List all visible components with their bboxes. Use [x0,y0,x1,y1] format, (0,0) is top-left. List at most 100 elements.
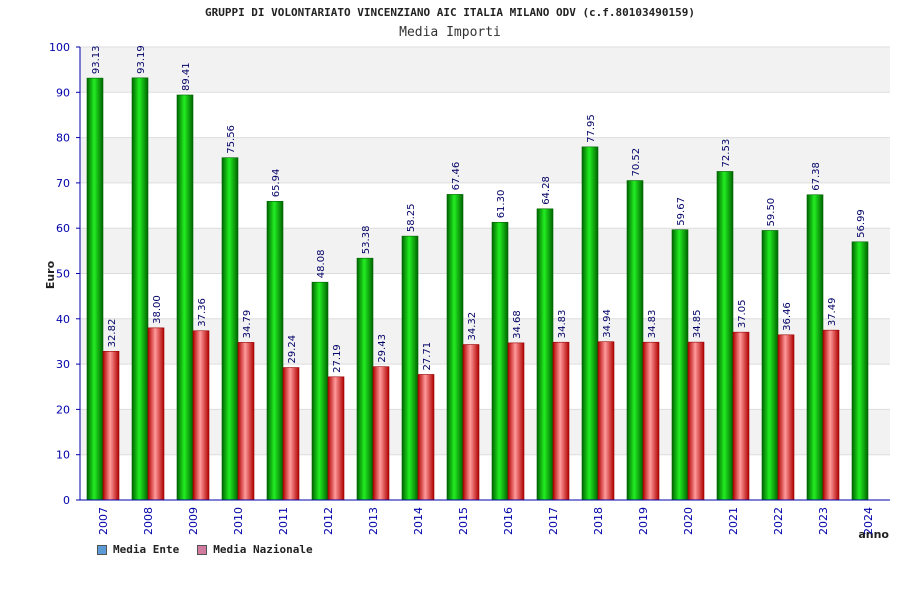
data-label-media-nazionale: 32.82 [107,319,118,348]
x-tick-label: 2013 [367,507,380,535]
y-tick-label: 70 [56,177,70,190]
data-label-media-nazionale: 34.85 [692,309,703,338]
bar-media-nazionale[interactable] [507,342,525,501]
bar-media-nazionale[interactable] [192,330,210,501]
bar-media-ente[interactable] [176,94,194,501]
data-label-media-ente: 93.19 [136,45,147,74]
data-label-media-nazionale: 27.71 [422,342,433,371]
bar-media-ente[interactable] [356,257,374,501]
bar-media-ente[interactable] [671,229,689,501]
bar-media-ente[interactable] [266,200,284,501]
x-tick-label: 2009 [187,507,200,535]
x-tick-label: 2020 [682,507,695,535]
x-tick-label: 2014 [412,507,425,535]
bar-media-ente[interactable] [446,194,464,501]
bar-media-ente[interactable] [491,222,509,501]
bar-media-nazionale[interactable] [282,367,300,501]
bar-media-ente[interactable] [401,235,419,501]
bar-media-ente[interactable] [131,77,149,501]
bar-media-nazionale[interactable] [822,329,840,501]
bar-media-nazionale[interactable] [642,341,660,501]
bar-media-nazionale[interactable] [327,376,345,501]
bar-media-ente[interactable] [851,241,869,501]
bar-media-nazionale[interactable] [372,366,390,501]
data-label-media-ente: 59.67 [676,197,687,226]
legend-label-media-ente: Media Ente [113,543,180,556]
data-label-media-ente: 70.52 [631,148,642,177]
grid-band [80,228,890,274]
x-tick-label: 2007 [97,507,110,535]
bar-media-nazionale[interactable] [417,374,435,501]
grid-band [80,92,890,138]
data-label-media-nazionale: 37.49 [827,298,838,327]
bar-media-ente[interactable] [581,146,599,501]
data-label-media-ente: 53.38 [361,226,372,255]
grid-band [80,409,890,455]
data-label-media-ente: 89.41 [181,62,192,91]
bar-media-nazionale[interactable] [102,351,120,501]
data-label-media-nazionale: 37.36 [197,298,208,327]
bar-media-nazionale[interactable] [552,341,570,501]
bar-media-ente[interactable] [761,230,779,501]
bar-media-ente[interactable] [716,171,734,501]
y-tick-label: 0 [63,494,70,507]
bar-media-nazionale[interactable] [777,334,795,501]
bar-media-ente[interactable] [311,281,329,501]
legend-item-media-nazionale[interactable]: Media Nazionale [197,543,313,556]
data-label-media-nazionale: 29.43 [377,334,388,363]
data-label-media-nazionale: 34.32 [467,312,478,341]
bar-media-nazionale[interactable] [687,341,705,501]
x-tick-label: 2017 [547,507,560,535]
x-tick-label: 2022 [772,507,785,535]
y-tick-label: 100 [49,41,70,54]
x-tick-label: 2019 [637,507,650,535]
bar-media-ente[interactable] [806,194,824,501]
data-label-media-nazionale: 34.83 [557,310,568,339]
grid-band [80,47,890,93]
data-label-media-nazionale: 34.79 [242,310,253,339]
data-label-media-nazionale: 27.19 [332,344,343,373]
data-label-media-nazionale: 34.68 [512,310,523,339]
x-tick-label: 2018 [592,507,605,535]
bar-media-nazionale[interactable] [462,344,480,501]
y-tick-label: 10 [56,449,70,462]
bar-media-nazionale[interactable] [597,341,615,501]
y-tick-label: 50 [56,268,70,281]
bar-media-ente[interactable] [221,157,239,501]
legend-swatch-media-nazionale [197,544,208,555]
x-tick-label: 2008 [142,507,155,535]
bar-media-ente[interactable] [86,77,104,501]
bar-media-ente[interactable] [626,180,644,501]
data-label-media-ente: 56.99 [856,209,867,238]
chart-title: GRUPPI DI VOLONTARIATO VINCENZIANO AIC I… [204,6,696,19]
data-label-media-ente: 61.30 [496,190,507,219]
data-label-media-ente: 67.46 [451,162,462,191]
y-tick-label: 40 [56,313,70,326]
legend-label-media-nazionale: Media Nazionale [213,543,313,556]
bar-media-nazionale[interactable] [147,327,165,501]
legend-item-media-ente[interactable]: Media Ente [97,543,179,556]
x-tick-label: 2023 [817,507,830,535]
x-tick-label: 2012 [322,507,335,535]
data-label-media-nazionale: 34.83 [647,310,658,339]
x-tick-label: 2015 [457,507,470,535]
x-tick-label: 2024 [862,507,875,535]
grid-band [80,364,890,410]
data-label-media-ente: 64.28 [541,176,552,205]
y-axis-title: Euro [44,260,57,289]
x-tick-label: 2021 [727,507,740,535]
chart-subtitle: Media Importi [399,25,501,40]
bar-media-nazionale[interactable] [237,342,255,501]
y-tick-label: 60 [56,222,70,235]
legend-swatch-media-ente [97,544,107,555]
y-tick-label: 20 [56,403,70,416]
y-tick-label: 80 [56,132,70,145]
data-label-media-ente: 59.50 [766,198,777,227]
bar-media-ente[interactable] [536,208,554,501]
grid-band [80,137,890,183]
bar-media-nazionale[interactable] [732,331,750,501]
chart-legend: Media Ente Media Nazionale [97,543,313,556]
data-label-media-ente: 75.56 [226,125,237,154]
